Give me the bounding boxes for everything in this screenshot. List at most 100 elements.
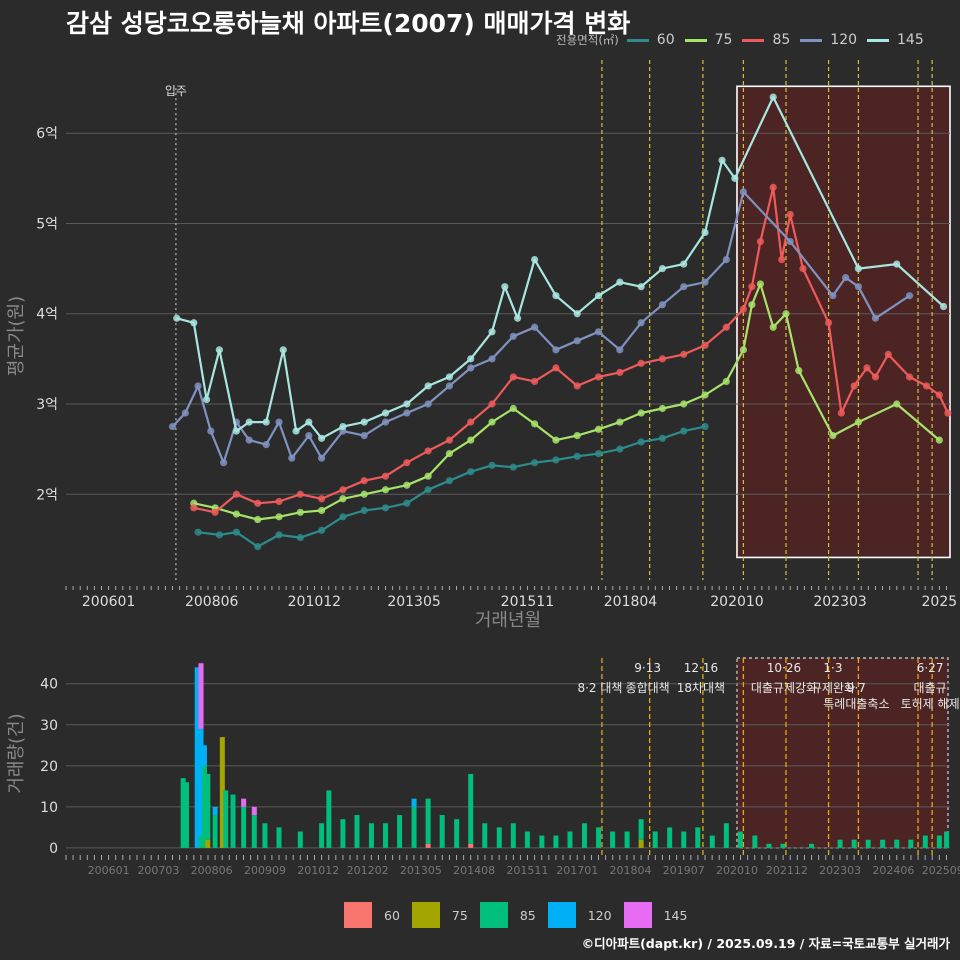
legend-label-120: 120 xyxy=(830,32,858,48)
bar-segment-85 xyxy=(510,823,516,848)
data-point-75 xyxy=(232,510,241,518)
bar-segment-85 xyxy=(553,835,559,848)
data-point-85 xyxy=(509,373,517,381)
bar-x-tick-label: 202303 xyxy=(819,864,861,877)
x-tick-label: 200601 xyxy=(82,594,135,610)
data-point-60 xyxy=(531,459,539,467)
data-point-145 xyxy=(245,418,253,426)
x-axis-label: 거래년월 xyxy=(475,610,541,631)
bar-legend-swatch-60 xyxy=(344,902,372,928)
legend-line-85 xyxy=(742,38,765,42)
bar-x-tick-label: 201305 xyxy=(400,864,442,877)
bar-legend-label-85: 85 xyxy=(519,907,536,923)
bar-segment-85 xyxy=(667,827,673,848)
bar-x-tick-label: 201408 xyxy=(453,864,495,877)
legend-label-85: 85 xyxy=(772,32,791,48)
bar-y-tick-label: 20 xyxy=(40,759,58,775)
policy-label: 9·13 xyxy=(634,661,661,675)
bar-legend-item-60: 60 xyxy=(344,902,400,928)
data-point-145 xyxy=(279,346,287,354)
data-point-145 xyxy=(424,382,432,390)
legend-item-60: 60 xyxy=(626,32,675,48)
bar-segment-85 xyxy=(766,843,772,848)
data-point-120 xyxy=(905,292,914,300)
data-point-120 xyxy=(305,431,313,440)
data-point-120 xyxy=(594,328,603,336)
bar-segment-85 xyxy=(638,819,644,840)
bar-segment-85 xyxy=(241,806,247,848)
bar-segment-75 xyxy=(205,839,211,848)
bar-legend-label-60: 60 xyxy=(384,907,400,923)
data-point-85 xyxy=(232,490,241,498)
bar-segment-85 xyxy=(944,831,950,848)
data-point-85 xyxy=(722,323,730,331)
policy-label: 8·2 대책 xyxy=(577,680,622,695)
data-point-145 xyxy=(940,302,948,311)
data-point-75 xyxy=(339,495,347,503)
y-tick-label: 5억 xyxy=(36,216,58,232)
policy-label: 대출규 xyxy=(914,681,947,695)
data-point-120 xyxy=(722,255,730,264)
bar-segment-85 xyxy=(276,827,282,848)
data-point-75 xyxy=(275,513,283,521)
data-point-60 xyxy=(658,434,667,442)
y-tick-label: 2억 xyxy=(36,487,58,503)
data-point-120 xyxy=(616,346,624,354)
data-point-60 xyxy=(594,450,603,458)
data-point-85 xyxy=(360,477,368,485)
data-point-145 xyxy=(616,278,624,286)
data-point-60 xyxy=(215,531,223,539)
data-point-145 xyxy=(305,418,313,426)
bar-segment-85 xyxy=(383,823,389,848)
data-point-85 xyxy=(211,508,219,516)
legend-label-145: 145 xyxy=(897,32,924,48)
data-point-85 xyxy=(339,486,347,494)
bar-legend-swatch-120 xyxy=(547,902,576,928)
bar-segment-85 xyxy=(184,782,190,848)
data-point-145 xyxy=(718,156,726,164)
data-point-60 xyxy=(552,456,560,464)
legend-line-75 xyxy=(684,38,707,42)
data-point-60 xyxy=(424,486,432,494)
data-point-85 xyxy=(254,499,262,507)
policy-label: 토허제 해제 xyxy=(901,697,960,711)
data-point-60 xyxy=(403,499,411,507)
data-point-85 xyxy=(658,355,667,363)
bar-segment-85 xyxy=(326,790,332,848)
data-point-120 xyxy=(360,431,368,440)
data-point-85 xyxy=(445,436,454,444)
policy-label: 18차대책 xyxy=(677,680,725,695)
data-point-85 xyxy=(467,418,475,426)
data-point-60 xyxy=(467,468,475,476)
bar-segment-85 xyxy=(496,827,502,848)
data-point-60 xyxy=(360,506,368,515)
bar-segment-85 xyxy=(610,831,616,848)
data-point-120 xyxy=(168,422,177,431)
data-point-75 xyxy=(739,346,747,354)
data-point-145 xyxy=(445,373,454,381)
bar-segment-85 xyxy=(368,823,374,848)
data-point-75 xyxy=(254,515,262,524)
data-point-85 xyxy=(616,368,624,377)
data-point-120 xyxy=(220,459,228,467)
policy-label: 규제완화 xyxy=(811,681,855,695)
data-point-85 xyxy=(701,341,709,349)
data-point-145 xyxy=(658,265,667,273)
bar-segment-120 xyxy=(194,667,200,848)
data-point-120 xyxy=(658,301,667,309)
data-point-120 xyxy=(552,346,560,354)
data-point-145 xyxy=(701,228,709,237)
data-point-75 xyxy=(403,481,411,489)
page-title: 감삼 성당코오롱하늘채 아파트(2007) 매매가격 변화 xyxy=(66,9,631,38)
data-point-145 xyxy=(513,314,522,322)
data-point-145 xyxy=(318,434,326,442)
data-point-85 xyxy=(922,382,931,390)
data-point-85 xyxy=(403,459,411,467)
bar-segment-85 xyxy=(319,823,325,848)
data-point-75 xyxy=(360,490,368,498)
data-point-75 xyxy=(756,280,765,288)
bar-x-tick-label: 201511 xyxy=(506,864,548,877)
data-point-145 xyxy=(292,427,300,435)
data-point-145 xyxy=(467,355,475,363)
legend-line-145 xyxy=(867,38,890,42)
